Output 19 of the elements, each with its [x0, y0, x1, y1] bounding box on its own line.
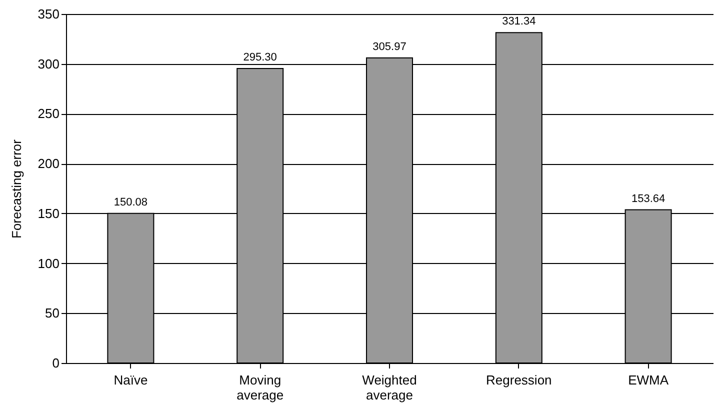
x-tick-label: Moving average — [236, 372, 284, 402]
y-tick-label: 300 — [38, 56, 60, 72]
y-tick-label: 150 — [38, 206, 60, 221]
y-tick-label: 100 — [38, 256, 60, 271]
y-axis-title: Forecasting error — [8, 138, 24, 238]
x-tick-label: Naïve — [114, 372, 148, 388]
y-tick-label: 50 — [45, 306, 60, 321]
x-tick-label: Regression — [486, 372, 552, 388]
data-label: 295.30 — [243, 52, 277, 64]
data-label: 153.64 — [631, 192, 666, 205]
y-tick-label: 250 — [38, 106, 60, 122]
data-label: 331.34 — [502, 16, 536, 28]
y-tick-label: 200 — [38, 156, 60, 172]
x-tick-label: EWMA — [628, 372, 669, 388]
y-tick-label: 350 — [38, 6, 60, 22]
y-tick-label: 0 — [52, 356, 60, 370]
x-tick-label: Weighted average — [362, 372, 417, 402]
data-label: 305.97 — [372, 40, 406, 53]
data-label: 150.08 — [114, 196, 148, 208]
